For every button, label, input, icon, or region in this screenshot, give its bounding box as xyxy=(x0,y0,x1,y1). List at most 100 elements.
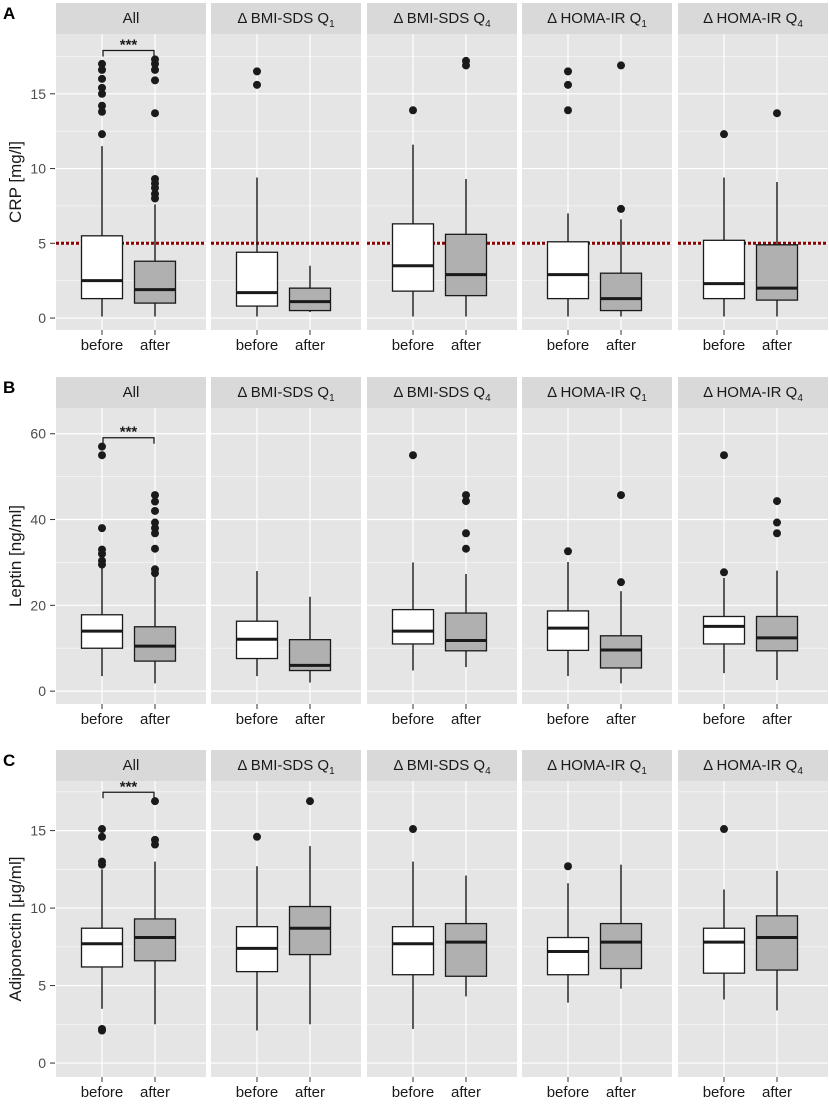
facet-label-text: Δ BMI-SDS Q xyxy=(393,384,485,401)
x-tick-label-before: before xyxy=(547,1084,590,1101)
box-after xyxy=(444,56,488,317)
facet-label-subscript: 4 xyxy=(485,19,491,30)
facet: Δ HOMA-IR Q4 before after xyxy=(678,3,828,354)
facet-strip xyxy=(522,750,672,781)
box-after xyxy=(755,870,799,1011)
facet-panel-background xyxy=(211,34,361,330)
box-body xyxy=(133,918,177,962)
facet-label-subscript: 4 xyxy=(797,393,803,404)
outlier-point xyxy=(98,556,106,565)
box-body xyxy=(755,915,799,971)
facet: Δ BMI-SDS Q1 before after xyxy=(211,750,361,1101)
box-before xyxy=(235,832,279,1031)
panel-tag: C xyxy=(3,751,15,770)
x-tick-label-before: before xyxy=(392,711,435,728)
box-body xyxy=(702,239,746,300)
significance-label: *** xyxy=(120,778,138,795)
y-tick-label: 15 xyxy=(30,86,46,102)
x-tick-label-before: before xyxy=(236,337,279,354)
outlier-point xyxy=(151,518,159,527)
facet: Δ BMI-SDS Q4 before after xyxy=(367,750,517,1101)
x-tick-label-after: after xyxy=(295,337,325,354)
box-body xyxy=(599,635,643,669)
box-before xyxy=(391,106,435,317)
x-tick-label-after: after xyxy=(295,711,325,728)
box-body xyxy=(444,612,488,652)
facet-panel-background xyxy=(56,34,206,330)
facet: Δ BMI-SDS Q4 before after xyxy=(367,3,517,354)
outlier-point xyxy=(773,109,781,118)
facet-strip xyxy=(367,377,517,408)
outlier-point xyxy=(98,74,106,83)
facet-label-text: Δ BMI-SDS Q xyxy=(393,757,485,774)
outlier-point xyxy=(462,491,470,500)
facet-panel-background xyxy=(678,408,828,704)
x-tick-label-before: before xyxy=(81,711,124,728)
facet-label-text: Δ BMI-SDS Q xyxy=(237,757,329,774)
facet-label-text: Δ HOMA-IR Q xyxy=(547,10,641,27)
y-tick-label: 60 xyxy=(30,426,46,442)
facet-label-subscript: 1 xyxy=(641,19,647,30)
y-axis-label: Adiponectin [μg/ml] xyxy=(6,857,25,1002)
facet: Δ BMI-SDS Q4 before after xyxy=(367,377,517,728)
outlier-point xyxy=(462,56,470,65)
outlier-point xyxy=(151,565,159,574)
x-tick-label-before: before xyxy=(81,337,124,354)
box-body xyxy=(391,926,435,976)
facet-label-text: Δ BMI-SDS Q xyxy=(237,10,329,27)
outlier-point xyxy=(617,61,625,70)
outlier-point xyxy=(151,491,159,500)
significance-bracket xyxy=(102,791,155,799)
outlier-point xyxy=(98,825,106,834)
facet-strip xyxy=(56,377,206,408)
box-body xyxy=(288,287,332,312)
facet-strip xyxy=(56,750,206,781)
outlier-point xyxy=(720,130,728,139)
x-tick-label-before: before xyxy=(236,711,279,728)
box-before xyxy=(80,825,124,1035)
box-body xyxy=(546,241,590,300)
facet-label-text: Δ BMI-SDS Q xyxy=(393,10,485,27)
y-tick-label: 0 xyxy=(38,683,46,699)
box-after xyxy=(599,864,643,989)
facet-strip xyxy=(211,377,361,408)
outlier-point xyxy=(151,835,159,844)
x-tick-label-after: after xyxy=(762,337,792,354)
facet-label-text: Δ HOMA-IR Q xyxy=(703,384,797,401)
facet-strip-label: Δ HOMA-IR Q1 xyxy=(547,10,647,30)
facet-strip xyxy=(678,750,828,781)
box-body xyxy=(288,905,332,956)
outlier-point xyxy=(773,529,781,538)
facet-panel-background xyxy=(522,781,672,1077)
facet-strip-label: Δ BMI-SDS Q1 xyxy=(237,10,335,30)
facet-label-subscript: 4 xyxy=(797,766,803,777)
facet-label-text: Δ HOMA-IR Q xyxy=(547,384,641,401)
box-after xyxy=(288,265,332,313)
box-after xyxy=(755,109,799,317)
y-tick-label: 0 xyxy=(38,1055,46,1071)
facet-label-subscript: 4 xyxy=(797,19,803,30)
box-body xyxy=(80,927,124,968)
facet-strip-label: Δ BMI-SDS Q1 xyxy=(237,384,335,404)
x-tick-label-before: before xyxy=(547,337,590,354)
facet-strip-label: All xyxy=(123,384,140,401)
x-tick-label-before: before xyxy=(392,337,435,354)
panel-tag: A xyxy=(3,4,15,23)
significance-label: *** xyxy=(120,424,138,441)
facet-panel-background xyxy=(678,781,828,1077)
x-tick-label-before: before xyxy=(703,711,746,728)
outlier-point xyxy=(462,544,470,553)
y-tick-label: 5 xyxy=(38,978,46,994)
box-body xyxy=(444,922,488,977)
outlier-point xyxy=(773,497,781,506)
outlier-point xyxy=(151,524,159,533)
box-body xyxy=(133,626,177,662)
box-before xyxy=(235,571,279,677)
x-tick-label-after: after xyxy=(606,337,636,354)
box-after xyxy=(133,491,177,684)
outlier-point xyxy=(98,101,106,110)
facet-panel-background xyxy=(367,781,517,1077)
x-tick-label-after: after xyxy=(762,1084,792,1101)
facet-label-text: All xyxy=(123,10,140,27)
outlier-point xyxy=(98,59,106,68)
